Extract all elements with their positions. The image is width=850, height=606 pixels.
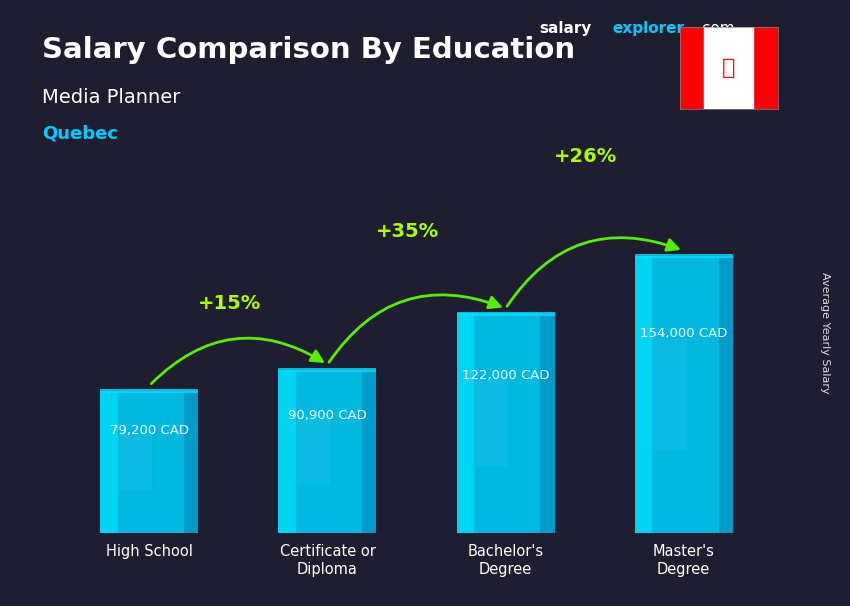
Text: +26%: +26% bbox=[554, 147, 617, 166]
Bar bbox=[296, 419, 331, 484]
Bar bbox=[100, 391, 198, 533]
Bar bbox=[118, 433, 152, 490]
Text: +15%: +15% bbox=[198, 295, 261, 313]
Bar bbox=[635, 256, 652, 533]
Bar bbox=[705, 27, 753, 109]
Bar bbox=[100, 389, 198, 393]
Bar bbox=[279, 370, 296, 533]
Text: .com: .com bbox=[697, 21, 734, 36]
Bar bbox=[100, 391, 118, 533]
Text: Average Yearly Salary: Average Yearly Salary bbox=[819, 273, 830, 394]
Bar bbox=[635, 256, 733, 533]
Text: Salary Comparison By Education: Salary Comparison By Education bbox=[42, 36, 575, 64]
Bar bbox=[718, 256, 733, 533]
Text: 90,900 CAD: 90,900 CAD bbox=[288, 409, 367, 422]
Bar bbox=[279, 370, 377, 533]
Text: explorer: explorer bbox=[612, 21, 684, 36]
Bar bbox=[362, 370, 377, 533]
Bar bbox=[680, 27, 705, 109]
Bar bbox=[635, 254, 733, 258]
Text: +35%: +35% bbox=[376, 222, 439, 241]
Bar bbox=[456, 313, 474, 533]
Bar bbox=[279, 368, 377, 372]
Text: salary: salary bbox=[540, 21, 592, 36]
Bar bbox=[753, 27, 778, 109]
Text: 🍁: 🍁 bbox=[722, 58, 735, 78]
Bar bbox=[541, 313, 554, 533]
Text: 154,000 CAD: 154,000 CAD bbox=[640, 327, 728, 340]
Bar bbox=[184, 391, 198, 533]
Text: Quebec: Quebec bbox=[42, 124, 118, 142]
Bar bbox=[456, 312, 554, 316]
Bar bbox=[474, 379, 508, 467]
Text: 122,000 CAD: 122,000 CAD bbox=[462, 368, 549, 382]
Text: Media Planner: Media Planner bbox=[42, 88, 181, 107]
Bar bbox=[652, 339, 687, 450]
Text: 79,200 CAD: 79,200 CAD bbox=[110, 424, 189, 437]
Bar bbox=[456, 313, 554, 533]
